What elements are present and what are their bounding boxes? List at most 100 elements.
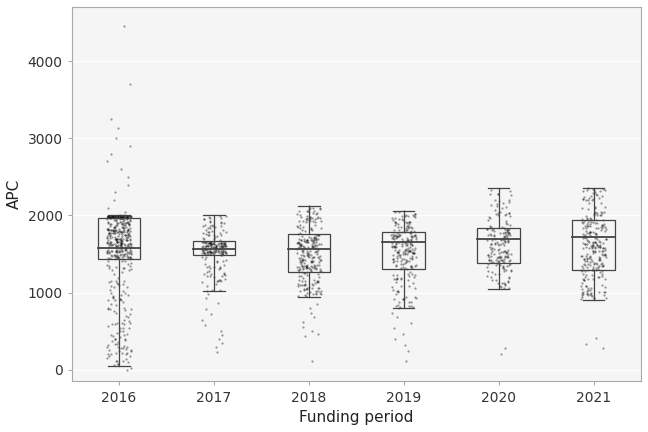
Point: [400, 247, 410, 254]
Point: [294, 244, 304, 251]
Point: [309, 208, 319, 215]
Point: [111, 249, 121, 256]
Point: [586, 285, 596, 292]
Point: [391, 257, 402, 264]
Point: [404, 219, 414, 226]
Point: [104, 263, 115, 270]
Point: [113, 227, 124, 234]
Point: [112, 214, 122, 221]
Point: [388, 232, 399, 239]
Point: [122, 349, 132, 356]
Point: [203, 242, 213, 249]
Point: [294, 263, 305, 270]
Point: [296, 242, 307, 249]
Point: [306, 236, 316, 243]
Point: [597, 267, 607, 274]
Point: [119, 216, 129, 223]
Point: [496, 257, 507, 264]
Point: [391, 261, 401, 268]
Point: [114, 213, 124, 220]
Point: [598, 223, 608, 230]
Point: [389, 214, 400, 221]
Point: [103, 255, 113, 262]
Point: [292, 210, 303, 217]
Point: [121, 219, 132, 226]
Point: [590, 209, 601, 216]
Point: [307, 258, 317, 265]
Point: [307, 257, 317, 264]
Point: [122, 214, 132, 221]
Point: [594, 268, 605, 275]
Point: [294, 257, 305, 264]
Point: [308, 244, 318, 251]
Point: [391, 219, 401, 226]
Point: [582, 214, 592, 221]
Point: [110, 320, 120, 327]
Point: [117, 248, 128, 254]
Point: [214, 264, 225, 270]
Point: [402, 240, 413, 247]
Point: [123, 181, 133, 188]
Point: [503, 226, 513, 233]
Point: [124, 249, 135, 256]
Point: [117, 214, 128, 221]
Point: [406, 241, 417, 248]
Point: [306, 235, 316, 241]
Point: [599, 275, 610, 282]
Point: [505, 232, 515, 239]
Point: [300, 237, 310, 244]
Point: [221, 250, 231, 257]
Point: [393, 233, 403, 240]
Point: [207, 221, 217, 228]
Point: [125, 236, 135, 243]
Point: [409, 233, 419, 240]
Point: [303, 265, 313, 272]
Point: [216, 245, 227, 252]
Point: [584, 200, 594, 206]
Point: [102, 239, 112, 246]
Point: [404, 282, 414, 289]
Point: [214, 249, 225, 256]
Point: [103, 213, 113, 219]
Point: [599, 246, 610, 253]
Point: [106, 337, 117, 344]
Point: [302, 236, 312, 243]
Point: [198, 270, 209, 277]
Point: [593, 273, 603, 280]
Point: [485, 225, 495, 232]
Point: [296, 259, 307, 266]
Point: [124, 266, 135, 273]
Point: [104, 278, 114, 285]
Point: [301, 247, 312, 254]
Point: [297, 282, 308, 289]
Point: [403, 225, 413, 232]
Point: [123, 314, 133, 321]
Point: [488, 258, 498, 265]
Point: [406, 236, 416, 243]
Point: [598, 263, 608, 270]
Point: [108, 229, 119, 236]
Point: [211, 247, 222, 254]
Point: [404, 273, 414, 280]
Point: [216, 240, 226, 247]
Point: [217, 244, 227, 251]
Point: [117, 251, 128, 258]
Point: [209, 240, 220, 247]
Point: [387, 234, 397, 241]
Point: [215, 230, 226, 237]
Point: [490, 236, 500, 243]
Point: [121, 346, 132, 353]
Point: [411, 262, 421, 269]
Point: [119, 336, 130, 343]
Point: [308, 218, 318, 225]
Point: [301, 285, 311, 292]
Point: [407, 264, 417, 271]
Point: [123, 231, 133, 238]
Point: [312, 262, 323, 269]
Point: [102, 234, 112, 241]
Point: [114, 213, 124, 220]
Point: [586, 219, 597, 226]
Point: [389, 226, 400, 233]
Point: [106, 227, 117, 234]
Point: [112, 213, 122, 219]
